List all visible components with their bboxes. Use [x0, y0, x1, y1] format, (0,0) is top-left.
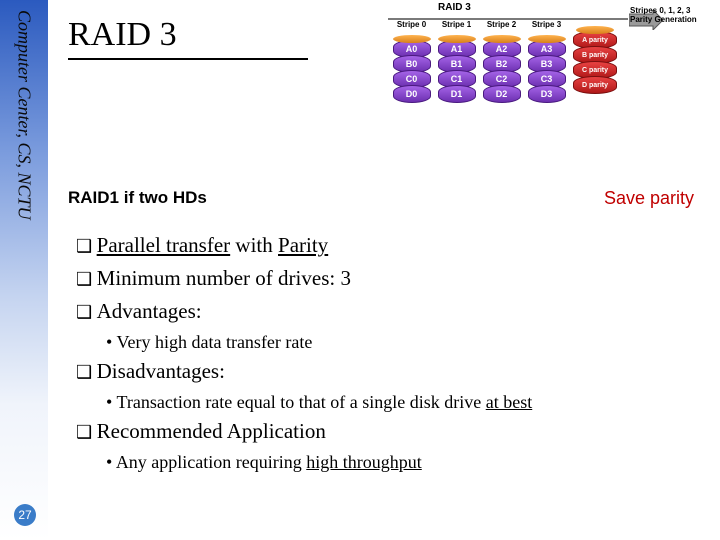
- bullet-list: Parallel transfer with Parity Minimum num…: [68, 233, 710, 473]
- drive-column: Stripe 3A3B3C3D3: [527, 34, 566, 103]
- disk-cell: D1: [438, 85, 476, 103]
- raid-diagram: RAID 3 Stripes 0, 1, 2, 3 Parity Generat…: [388, 2, 708, 142]
- diagram-label: RAID 3: [438, 2, 471, 13]
- stripe-header: Stripe 1: [437, 20, 476, 29]
- disk-cell: D0: [393, 85, 431, 103]
- bullet-level2: Very high data transfer rate: [76, 332, 710, 353]
- stripe-header: Stripe 2: [482, 20, 521, 29]
- save-parity-label: Save parity: [604, 188, 694, 209]
- bullet-level1: Advantages:: [76, 299, 710, 324]
- bullet-level1: Parallel transfer with Parity: [76, 233, 710, 258]
- stripe-header: Stripe 3: [527, 20, 566, 29]
- disk-cell: D parity: [573, 76, 617, 94]
- stripes-gen-label: Stripes 0, 1, 2, 3 Parity Generation: [630, 6, 708, 24]
- drive-column: Stripe 0A0B0C0D0: [392, 34, 431, 103]
- sidebar-gradient: Computer Center, CS, NCTU: [0, 0, 48, 540]
- slide-title: RAID 3: [68, 16, 308, 54]
- drive-column: Stripe 2A2B2C2D2: [482, 34, 521, 103]
- disk-cell: D3: [528, 85, 566, 103]
- title-underline: [68, 58, 308, 60]
- drive-cap: [438, 35, 476, 43]
- stripe-header: Stripe 0: [392, 20, 431, 29]
- page-number: 27: [14, 504, 36, 526]
- bullet-level2: Transaction rate equal to that of a sing…: [76, 392, 710, 413]
- org-label: Computer Center, CS, NCTU: [14, 10, 35, 220]
- drive-column: Stripe 1A1B1C1D1: [437, 34, 476, 103]
- bullet-level1: Disadvantages:: [76, 359, 710, 384]
- bullet-level1: Recommended Application: [76, 419, 710, 444]
- subheading: RAID1 if two HDs: [68, 188, 207, 209]
- bullet-level1: Minimum number of drives: 3: [76, 266, 710, 291]
- slide-content: RAID 3 RAID 3 Stripes 0, 1, 2, 3 Parity …: [68, 0, 710, 540]
- drive-cap: [393, 35, 431, 43]
- drive-cap: [576, 26, 614, 34]
- drive-column: A parityB parityC parityD parity: [572, 34, 618, 103]
- bullet-level2: Any application requiring high throughpu…: [76, 452, 710, 473]
- disk-cell: D2: [483, 85, 521, 103]
- drive-cap: [528, 35, 566, 43]
- drive-cap: [483, 35, 521, 43]
- drives-row: Stripe 0A0B0C0D0Stripe 1A1B1C1D1Stripe 2…: [392, 34, 618, 103]
